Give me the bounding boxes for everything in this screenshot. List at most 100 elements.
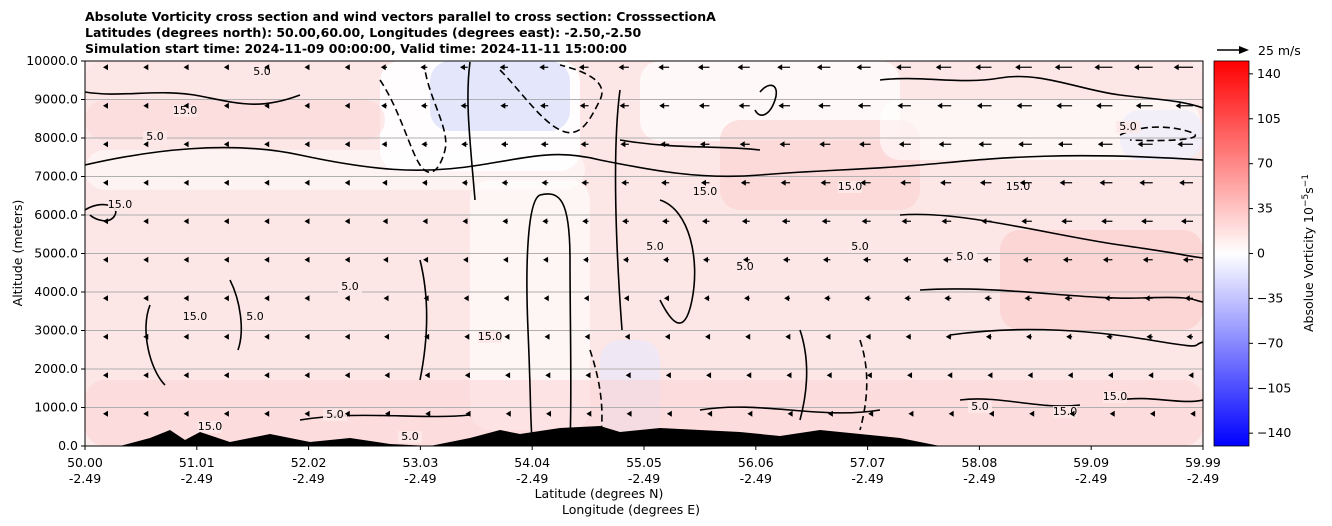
wind-vector-head — [103, 179, 108, 186]
contour-line — [919, 288, 1203, 303]
wind-vector-head — [503, 295, 509, 302]
wind-vector-head — [542, 218, 548, 225]
wind-vector-head — [697, 64, 703, 71]
x-tick-label-lon: -2.49 — [69, 471, 101, 486]
contour-label: 5.0 — [646, 240, 664, 253]
contour-label: 5.0 — [736, 260, 754, 273]
wind-vector-head — [1058, 141, 1064, 148]
wind-vector-head — [937, 102, 943, 109]
contour-line — [539, 193, 572, 441]
x-tick-label-lat: 52.02 — [291, 455, 327, 470]
wind-vector-head — [860, 179, 866, 186]
wind-vector-head — [1108, 372, 1114, 379]
wind-vector-head — [1149, 410, 1155, 417]
x-tick-label-lon: -2.49 — [851, 471, 883, 486]
wind-vector-head — [901, 218, 907, 225]
wind-vector-head — [623, 295, 629, 302]
field-patch — [470, 180, 590, 430]
wind-vector-head — [976, 102, 982, 109]
y-tick-label: 6000.0 — [34, 207, 78, 222]
x-axis-label-latitude: Latitude (degrees N) — [535, 486, 664, 501]
wind-vector-head — [701, 218, 707, 225]
contour-label-bg — [478, 331, 502, 343]
contour-label: 15.0 — [1006, 180, 1031, 193]
wind-vector-head — [1190, 410, 1196, 417]
wind-vector-head — [143, 410, 149, 417]
wind-vector-head — [463, 256, 469, 263]
wind-vector-head — [825, 333, 831, 340]
wind-vector-head — [659, 102, 665, 109]
wind-vector-head — [1186, 333, 1192, 340]
wind-vector-head — [423, 295, 429, 302]
wind-vector-head — [304, 295, 310, 302]
wind-vector-head — [981, 218, 987, 225]
wind-vector-head — [223, 295, 229, 302]
wind-vector-head — [1181, 218, 1187, 225]
wind-vector-head — [143, 218, 149, 225]
contour-label: 5.0 — [971, 400, 989, 413]
y-tick-label: 0.0 — [58, 438, 78, 453]
contour-label-bg — [108, 199, 132, 211]
contour-label: 5.0 — [146, 130, 164, 143]
wind-vector-head — [864, 295, 870, 302]
wind-vector-head — [779, 141, 785, 148]
x-tick-label-lon: -2.49 — [740, 471, 772, 486]
wind-vector-head — [704, 295, 710, 302]
colorbar-gradient — [1213, 60, 1250, 447]
wind-vector-head — [585, 372, 591, 379]
wind-vector-head — [264, 333, 270, 340]
contour-line — [419, 259, 428, 381]
contour-label: 15.0 — [108, 198, 133, 211]
wind-vector-head — [618, 64, 624, 71]
wind-vector-head — [462, 218, 468, 225]
wind-vector-head — [626, 410, 632, 417]
wind-vector-head — [103, 410, 108, 417]
contour-line — [619, 139, 761, 151]
wind-vector-head — [857, 102, 863, 109]
contour-label-bg — [173, 105, 197, 117]
wind-vector-head — [344, 372, 350, 379]
wind-vector-head — [896, 64, 902, 71]
field-patch — [85, 150, 585, 190]
wind-vector-head — [183, 333, 189, 340]
contour-label-bg — [398, 431, 422, 443]
wind-vector-head — [502, 218, 508, 225]
wind-vector-head — [1184, 295, 1190, 302]
contour-label: 15.0 — [173, 104, 198, 117]
wind-vector-head — [978, 141, 984, 148]
y-tick-label: 9000.0 — [34, 92, 78, 107]
colorbar-tick-label: 35 — [1257, 201, 1273, 216]
terrain-silhouette — [85, 426, 1203, 446]
y-tick-label: 5000.0 — [34, 246, 78, 261]
wind-vector-head — [984, 295, 990, 302]
wind-vector-head — [461, 141, 467, 148]
contour-label-bg — [1103, 391, 1127, 403]
wind-vector-head — [865, 333, 871, 340]
wind-vector-head — [464, 333, 470, 340]
wind-vector-head — [1135, 102, 1141, 109]
wind-vector-head — [103, 333, 108, 340]
wind-vector-head — [945, 333, 951, 340]
wind-vector-head — [384, 410, 390, 417]
x-tick-label-lon: -2.49 — [628, 471, 660, 486]
wind-vector-head — [1099, 179, 1105, 186]
wind-vector-head — [1173, 64, 1179, 71]
wind-vector-head — [787, 410, 793, 417]
wind-vector-head — [745, 333, 751, 340]
x-tick-label-lat: 55.05 — [626, 455, 662, 470]
contour-label-bg — [968, 401, 992, 413]
wind-vector-head — [706, 372, 712, 379]
x-axis-label-longitude: Longitude (degrees E) — [562, 502, 700, 517]
wind-vector-head — [1096, 102, 1102, 109]
field-patch — [720, 120, 920, 210]
wind-vector-head — [461, 179, 467, 186]
wind-vector-head — [746, 372, 752, 379]
wind-vector-head — [826, 372, 832, 379]
wind-vector-head — [1059, 179, 1065, 186]
wind-vector-head — [1069, 410, 1075, 417]
wind-vector-head — [700, 179, 706, 186]
wind-vector-head — [223, 218, 229, 225]
contour-label-bg — [643, 241, 667, 253]
wind-vector-head — [582, 218, 588, 225]
quiver-key-arrow-head — [1239, 46, 1249, 54]
